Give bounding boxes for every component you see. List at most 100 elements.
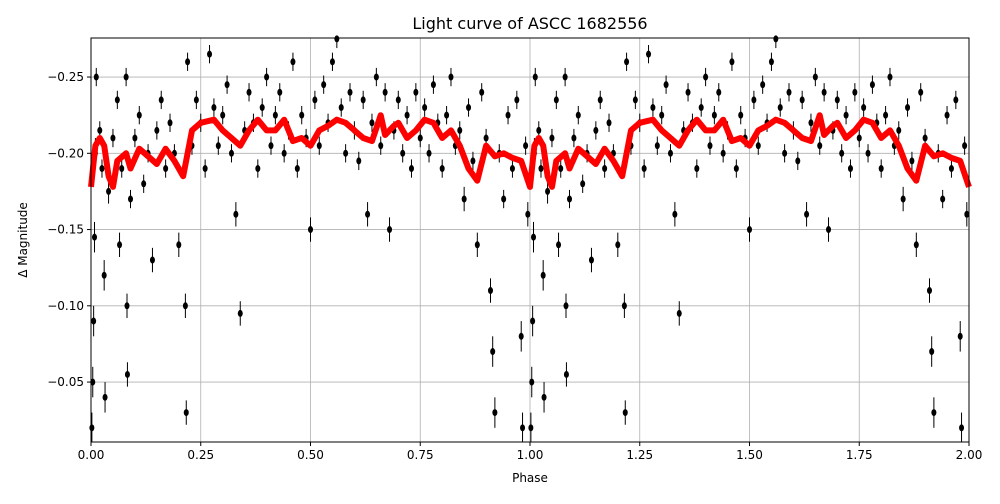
data-point [602,165,608,173]
data-point [549,134,555,142]
data-point [520,424,526,432]
data-point [101,271,107,279]
data-point [913,241,919,249]
data-point [518,332,524,340]
data-point [887,73,893,81]
data-point [501,195,507,203]
data-point [237,309,243,317]
data-point [422,104,428,112]
chart-title: Light curve of ASCC 1682556 [412,14,647,33]
data-point [646,50,652,58]
data-point [922,134,928,142]
data-point [530,317,536,325]
data-point [176,241,182,249]
data-point [540,271,546,279]
data-point [272,111,278,119]
data-point [312,96,318,104]
data-point [132,134,138,142]
data-point [624,58,630,66]
data-point [514,96,520,104]
data-point [905,104,911,112]
data-point [202,165,208,173]
data-point [738,111,744,119]
data-point [338,104,344,112]
data-point [246,88,252,96]
data-point [720,149,726,157]
data-point [167,119,173,127]
data-point [834,96,840,104]
data-point [149,256,155,264]
data-point [571,134,577,142]
data-point [207,50,213,58]
data-point [193,96,199,104]
x-tick-label: 1.50 [736,448,763,462]
data-point [826,226,832,234]
data-point [733,165,739,173]
data-point [676,309,682,317]
data-point [755,142,761,150]
data-point [663,81,669,89]
data-point [378,142,384,150]
data-point [667,149,673,157]
x-tick-label: 0.50 [297,448,324,462]
data-point [404,111,410,119]
data-point [525,210,531,218]
data-point [470,157,476,165]
data-point [259,104,265,112]
data-point [509,165,515,173]
data-point [703,73,709,81]
data-point [541,393,547,401]
data-point [123,73,129,81]
data-point [896,126,902,134]
data-point [215,142,221,150]
data-point [97,126,103,134]
data-point [299,111,305,119]
x-tick-label: 1.25 [626,448,653,462]
data-point [395,96,401,104]
data-point [957,332,963,340]
y-ticks: −0.25 −0.20 −0.15 −0.10 −0.05 [47,70,91,389]
data-point [413,88,419,96]
data-point [538,165,544,173]
data-point [360,96,366,104]
data-point [448,73,454,81]
data-point [588,256,594,264]
data-point [461,195,467,203]
data-point [959,424,965,432]
data-point [563,302,569,310]
data-point [369,119,375,127]
data-point [211,104,217,112]
data-point [847,165,853,173]
data-point [953,96,959,104]
data-point [606,119,612,127]
data-point [128,195,134,203]
data-point [117,241,123,249]
data-point [545,187,551,195]
data-point [843,111,849,119]
x-tick-label: 0.75 [407,448,434,462]
data-point [615,241,621,249]
data-point [799,96,805,104]
data-point [563,370,569,378]
data-point [940,195,946,203]
data-point [529,378,535,386]
data-point [536,126,542,134]
data-point [185,58,191,66]
data-point [505,111,511,119]
data-point [114,96,120,104]
data-point [622,409,628,417]
data-point [329,58,335,66]
data-point [343,149,349,157]
y-tick-label: −0.10 [47,299,84,313]
data-point [90,378,96,386]
data-point [483,134,489,142]
x-tick-label: 1.00 [517,448,544,462]
data-point [99,165,105,173]
data-point [804,210,810,218]
data-points [89,35,970,442]
data-point [865,149,871,157]
data-point [89,424,95,432]
y-tick-label: −0.05 [47,375,84,389]
data-point [490,348,496,356]
data-point [158,96,164,104]
